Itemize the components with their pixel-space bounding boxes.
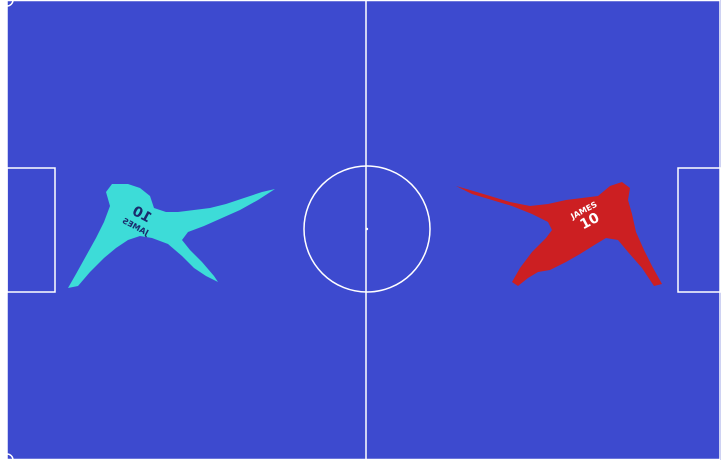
centre-spot xyxy=(365,227,369,231)
centre-circle xyxy=(303,165,431,293)
player-left-silhouette: JAMES 10 xyxy=(68,184,275,288)
corner-arc-top-left xyxy=(6,0,14,7)
player-right-silhouette: JAMES 10 xyxy=(456,182,662,286)
corner-arc-bottom-left xyxy=(6,453,14,461)
right-goal-box xyxy=(677,167,721,293)
left-goal-box xyxy=(6,167,56,293)
